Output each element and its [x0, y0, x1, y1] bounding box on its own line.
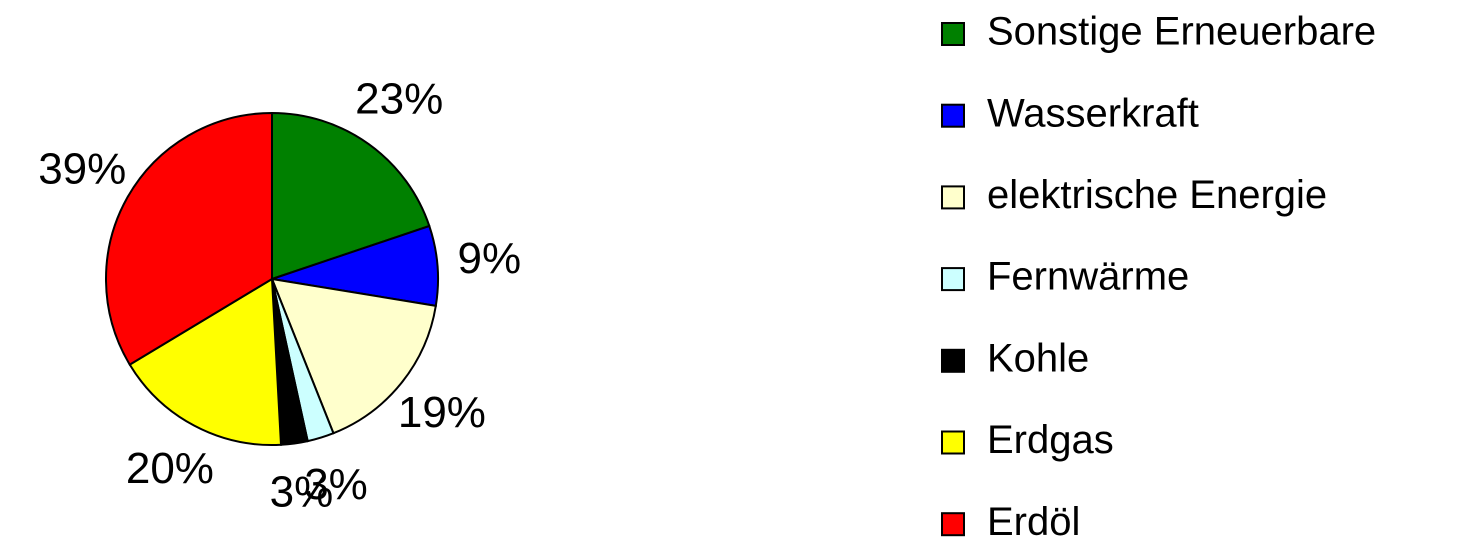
- legend-label: Erdgas: [987, 418, 1114, 462]
- legend-label: Fernwärme: [987, 255, 1189, 299]
- pie-slice: [105, 111, 273, 366]
- pie-slice: [271, 111, 431, 281]
- legend-label: Sonstige Erneuerbare: [987, 10, 1376, 54]
- data-label: 3%: [270, 468, 334, 517]
- data-label: 19%: [398, 388, 486, 437]
- pie-slice: [270, 277, 437, 435]
- legend-swatch: [941, 348, 965, 373]
- pie-slice: [128, 277, 283, 446]
- legend-label: elektrische Energie: [987, 173, 1327, 217]
- legend-swatch: [941, 185, 965, 210]
- legend-swatch: [941, 512, 965, 537]
- data-label: 20%: [126, 444, 214, 493]
- legend-label: Erdöl: [987, 500, 1080, 544]
- data-label: 3%: [304, 460, 368, 509]
- legend-swatch: [941, 103, 965, 128]
- legend-swatch: [941, 430, 965, 455]
- data-label: 39%: [38, 144, 126, 193]
- legend-label: Kohle: [987, 336, 1089, 380]
- data-label: 23%: [355, 75, 443, 124]
- legend-swatch: [941, 267, 965, 292]
- legend-swatch: [941, 22, 965, 46]
- data-label: 9%: [457, 234, 521, 283]
- legend-label: Wasserkraft: [987, 91, 1199, 135]
